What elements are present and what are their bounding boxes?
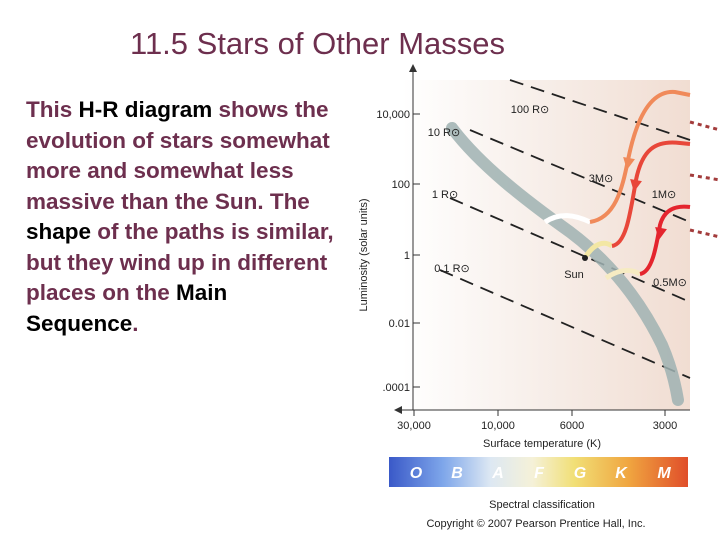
- spectral-class-b: B: [451, 465, 463, 482]
- y-axis-arrow: [409, 64, 417, 72]
- body-text-4: .: [132, 310, 139, 336]
- y-tick-label: 1: [404, 250, 410, 262]
- radius-line-100: [509, 79, 691, 141]
- sun-marker: [582, 255, 588, 261]
- slide-title: 11.5 Stars of Other Masses: [130, 26, 506, 61]
- radius-line-0-1: [439, 269, 691, 379]
- y-tick-label: .0001: [382, 382, 410, 394]
- x-axis-arrow: [394, 406, 402, 414]
- body-text-1: This: [26, 97, 79, 122]
- radius-label-1: 1 R⊙: [432, 189, 458, 201]
- copyright-text: Copyright © 2007 Pearson Prentice Hall, …: [426, 518, 645, 530]
- body-text-2: shows the evolution of stars somewhat mo…: [26, 97, 330, 214]
- track-continuation-0-5m: [689, 228, 720, 239]
- body-highlight-main-sequence: Main Sequence: [26, 280, 228, 336]
- spectral-class-a: A: [491, 465, 504, 482]
- track-label-1m: 1M⊙: [652, 189, 677, 201]
- x-tick-label: 10,000: [481, 420, 515, 432]
- radius-label-0-1: 0.1 R⊙: [434, 263, 470, 275]
- body-highlight-shape: shape: [26, 219, 92, 244]
- spectral-color-bar: [389, 457, 688, 487]
- track-0-5m-arrow: [655, 227, 667, 240]
- x-tick-label: 30,000: [397, 420, 431, 432]
- body-highlight-hr-diagram: H-R diagram: [78, 97, 213, 122]
- x-axis-label: Surface temperature (K): [483, 438, 601, 450]
- slide-body: This H-R diagram shows the evolution of …: [26, 95, 346, 339]
- track-3m-main-sequence-segment: [543, 213, 592, 225]
- spectral-label: Spectral classification: [489, 499, 595, 511]
- radius-label-100: 100 R⊙: [511, 104, 550, 116]
- main-sequence-band: [446, 122, 684, 406]
- body-text-3: of the paths is similar, but they wind u…: [26, 219, 334, 305]
- track-1m: [611, 140, 691, 248]
- spectral-class-f: F: [534, 465, 545, 482]
- y-tick-label: 100: [392, 179, 410, 191]
- track-0-5m-main-sequence-segment: [604, 268, 642, 281]
- track-1m-arrow: [630, 179, 642, 192]
- track-label-3m: 3M⊙: [589, 173, 614, 185]
- radius-label-10: 10 R⊙: [428, 127, 460, 139]
- radius-line-10: [469, 129, 691, 223]
- track-3m-arrow: [623, 157, 635, 170]
- track-continuation-3m: [689, 120, 720, 132]
- track-continuation-1m: [689, 173, 720, 182]
- y-tick-label: 0.01: [389, 318, 410, 330]
- spectral-class-k: K: [615, 465, 628, 482]
- track-1m-main-sequence-segment: [583, 240, 614, 258]
- sun-label: Sun: [564, 269, 584, 281]
- spectral-class-m: M: [657, 465, 671, 482]
- y-tick-label: 10,000: [376, 109, 410, 121]
- y-axis-label: Luminosity (solar units): [358, 198, 370, 311]
- spectral-class-g: G: [574, 465, 586, 482]
- track-0-5m: [639, 204, 691, 276]
- x-tick-label: 6000: [560, 420, 584, 432]
- x-tick-label: 3000: [653, 420, 677, 432]
- track-label-0-5m: 0.5M⊙: [653, 277, 687, 289]
- spectral-class-o: O: [410, 465, 423, 482]
